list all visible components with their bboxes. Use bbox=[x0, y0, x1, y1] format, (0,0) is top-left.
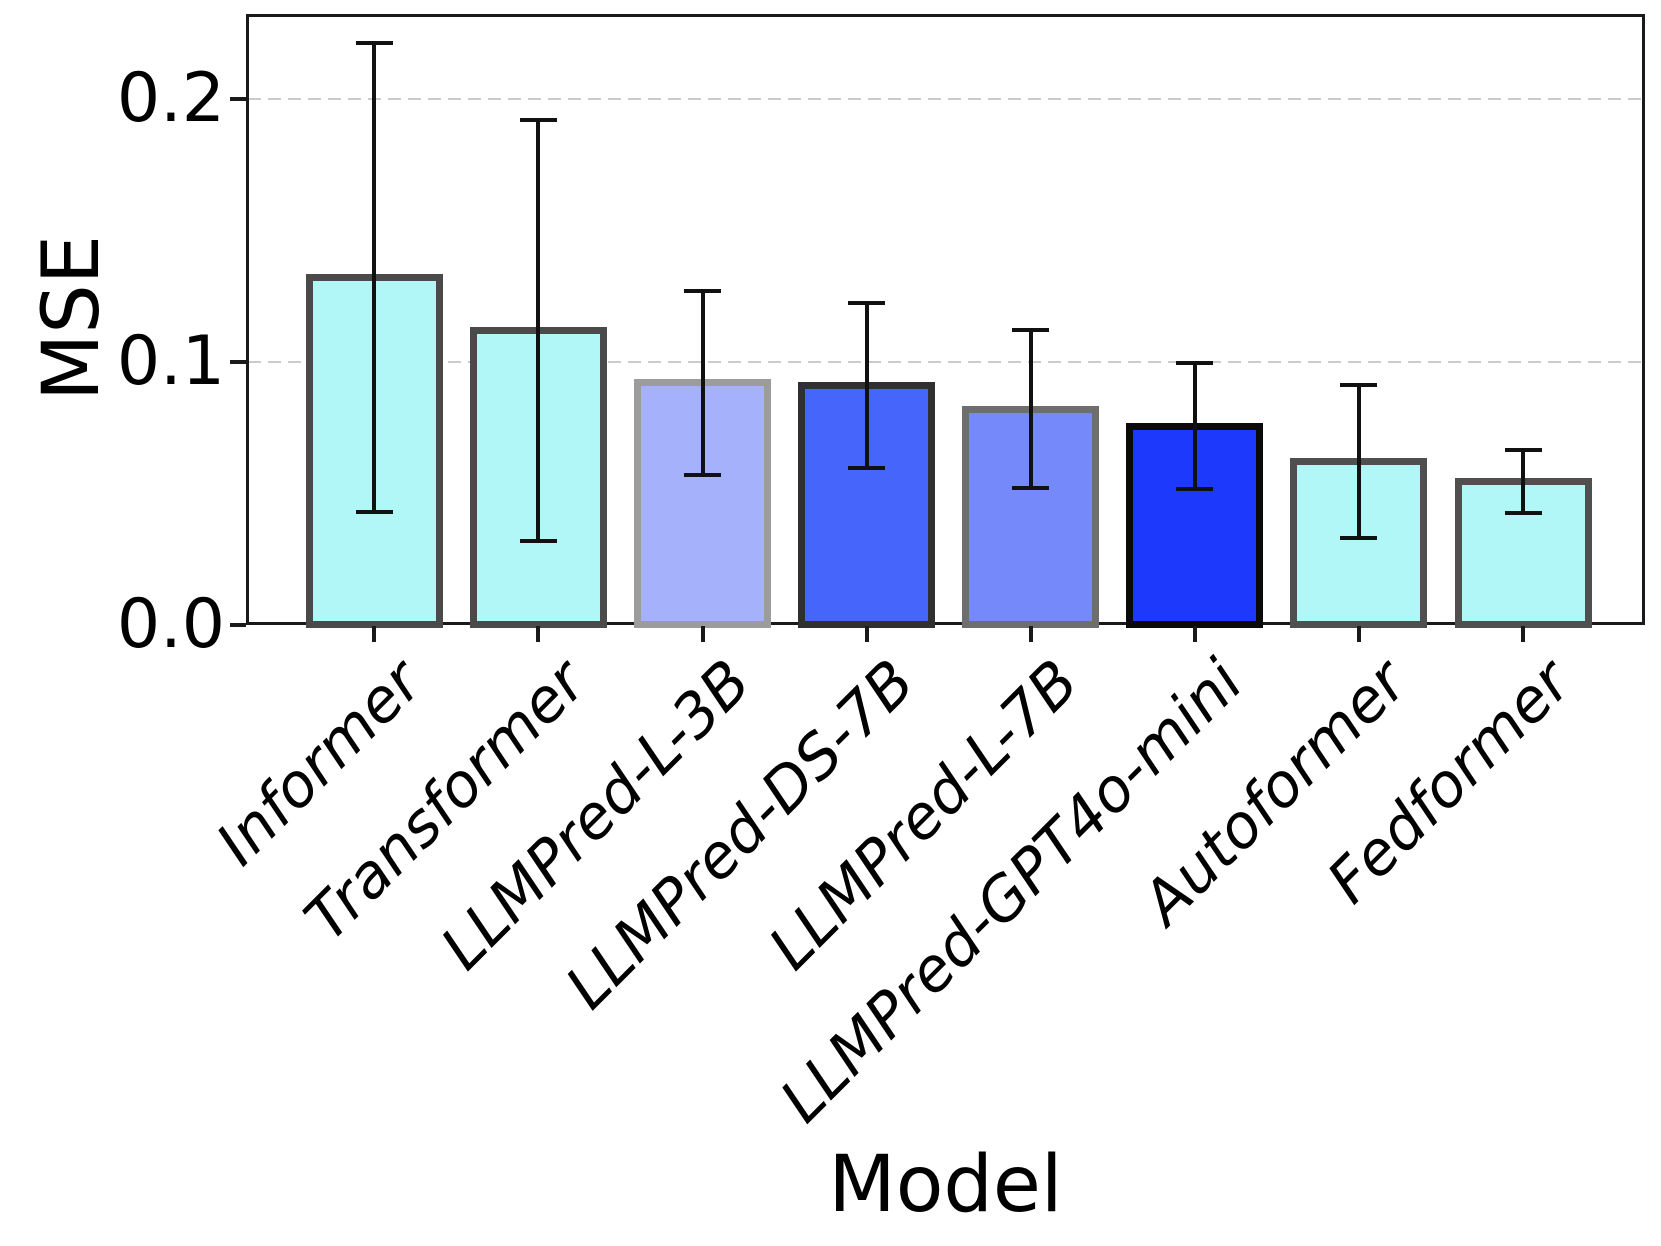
error-bar-cap-top bbox=[1176, 361, 1214, 366]
error-bar-cap-bottom bbox=[1176, 487, 1214, 492]
x-tick-mark bbox=[1356, 626, 1361, 642]
error-bar-cap-bottom bbox=[1504, 511, 1542, 516]
plot-area bbox=[246, 14, 1645, 625]
error-bar-cap-bottom bbox=[355, 509, 393, 514]
error-bar-line bbox=[1192, 363, 1197, 490]
y-axis-label: MSE bbox=[27, 234, 117, 402]
grid-line bbox=[248, 360, 1643, 363]
error-bar-cap-top bbox=[1504, 447, 1542, 452]
y-tick-mark bbox=[230, 623, 246, 627]
error-bar-line bbox=[372, 43, 377, 512]
error-bar-cap-top bbox=[848, 300, 886, 305]
x-tick-mark bbox=[536, 626, 541, 642]
y-tick-mark bbox=[230, 359, 246, 364]
y-tick-mark bbox=[230, 96, 246, 101]
error-bar-cap-bottom bbox=[1340, 536, 1378, 541]
error-bar-line bbox=[1521, 449, 1525, 514]
y-tick-label: 0.1 bbox=[116, 321, 225, 401]
error-bar-cap-top bbox=[1012, 328, 1050, 333]
error-bar-line bbox=[1356, 385, 1361, 539]
error-bar-cap-top bbox=[684, 288, 721, 293]
error-bar-line bbox=[536, 119, 541, 541]
x-tick-mark bbox=[1521, 626, 1525, 642]
error-bar-line bbox=[864, 302, 869, 469]
x-axis-label: Model bbox=[828, 1140, 1063, 1230]
error-bar-cap-top bbox=[1340, 383, 1378, 388]
error-bar-cap-bottom bbox=[1012, 486, 1050, 491]
y-tick-label: 0.2 bbox=[116, 58, 225, 138]
error-bar-cap-bottom bbox=[684, 472, 721, 477]
error-bar-cap-bottom bbox=[519, 538, 557, 543]
error-bar-line bbox=[700, 290, 705, 475]
error-bar-cap-bottom bbox=[848, 466, 886, 471]
grid-line bbox=[248, 97, 1643, 100]
x-tick-mark bbox=[1028, 626, 1033, 642]
x-tick-mark bbox=[372, 626, 377, 642]
y-tick-label: 0.0 bbox=[116, 585, 225, 664]
bar-autoformer bbox=[1290, 458, 1428, 629]
error-bar-cap-top bbox=[519, 117, 557, 122]
error-bar-cap-top bbox=[355, 41, 393, 46]
x-tick-mark bbox=[700, 626, 705, 642]
error-bar-line bbox=[1028, 330, 1033, 489]
x-tick-mark bbox=[864, 626, 869, 642]
x-tick-mark bbox=[1192, 626, 1197, 642]
